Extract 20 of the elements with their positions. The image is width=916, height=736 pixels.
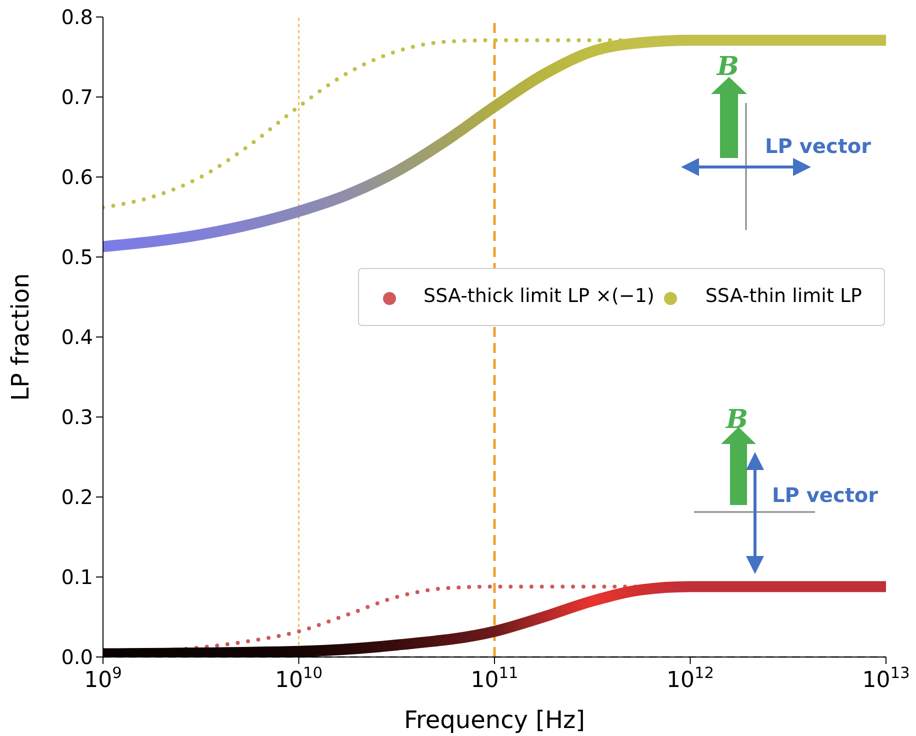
annotation: B bbox=[725, 405, 748, 435]
annotation: LP vector bbox=[765, 134, 872, 158]
y-tick-label: 0.5 bbox=[61, 245, 93, 269]
y-tick-label: 0.1 bbox=[61, 565, 93, 589]
y-tick-label: 0.6 bbox=[61, 165, 93, 189]
x-tick-label: 10$^{12}$ bbox=[666, 664, 714, 693]
y-tick-label: 0.3 bbox=[61, 405, 93, 429]
y-tick-label: 0.8 bbox=[61, 5, 93, 29]
y-axis-title: LP fraction bbox=[6, 273, 35, 401]
y-tick-label: 0.7 bbox=[61, 85, 93, 109]
legend-label: SSA-thin limit LP bbox=[705, 285, 862, 307]
y-tick-label: 0.2 bbox=[61, 485, 93, 509]
y-tick-label: 0.4 bbox=[61, 325, 93, 349]
annotation: B bbox=[716, 52, 739, 82]
legend-label: SSA-thick limit LP ×(−1) bbox=[424, 285, 654, 307]
x-tick-label: 10$^{13}$ bbox=[862, 664, 910, 693]
x-tick-label: 10$^{11}$ bbox=[470, 664, 518, 693]
annotation: LP vector bbox=[772, 483, 878, 507]
x-axis-title: Frequency [Hz] bbox=[404, 706, 585, 734]
x-tick-label: 10$^{10}$ bbox=[274, 664, 323, 693]
